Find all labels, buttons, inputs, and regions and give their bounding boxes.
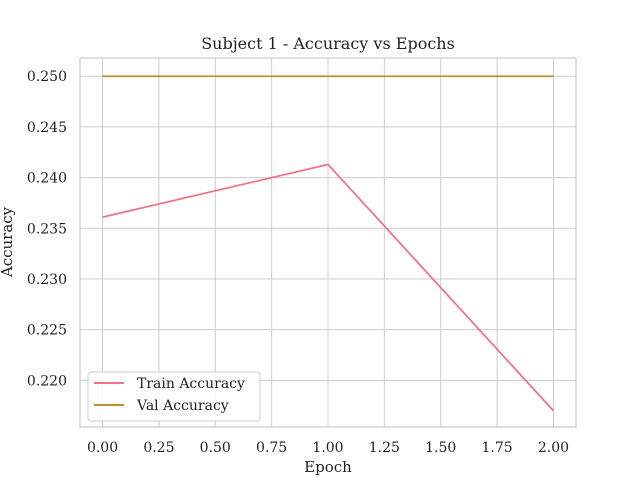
y-tick-label: 0.220 [27, 373, 67, 389]
x-tick-label: 0.75 [256, 440, 287, 456]
legend-box [87, 371, 261, 422]
legend: Train Accuracy Val Accuracy [87, 371, 261, 422]
y-tick-label: 0.225 [27, 323, 67, 339]
x-tick-label: 0.25 [143, 440, 174, 456]
x-tick-label: 1.75 [482, 440, 513, 456]
x-tick-label: 1.50 [425, 440, 456, 456]
y-tick-label: 0.245 [27, 120, 67, 136]
legend-label-train: Train Accuracy [137, 376, 245, 392]
series-layer [102, 75, 555, 412]
y-tick-label: 0.235 [27, 221, 67, 237]
x-tick-label: 0.50 [200, 440, 231, 456]
grid [80, 58, 576, 427]
y-tick-label: 0.240 [27, 171, 67, 187]
x-tick-label: 1.25 [369, 440, 400, 456]
y-tick-label: 0.230 [27, 272, 67, 288]
plot-frame [79, 57, 577, 428]
chart-title: Subject 1 - Accuracy vs Epochs [201, 34, 455, 53]
x-tick-label: 1.00 [312, 440, 343, 456]
x-axis-label: Epoch [304, 458, 352, 476]
y-axis-label: Accuracy [0, 206, 16, 278]
legend-label-val: Val Accuracy [136, 398, 229, 414]
x-tick-label: 2.00 [538, 440, 569, 456]
series-line-train-accuracy [102, 163, 555, 412]
y-tick-label: 0.250 [27, 69, 67, 85]
tick-labels: 0.00 0.25 0.50 0.75 1.00 1.25 1.50 1.75 2.00 0.22… [27, 69, 569, 456]
x-tick-label: 0.00 [87, 440, 118, 456]
